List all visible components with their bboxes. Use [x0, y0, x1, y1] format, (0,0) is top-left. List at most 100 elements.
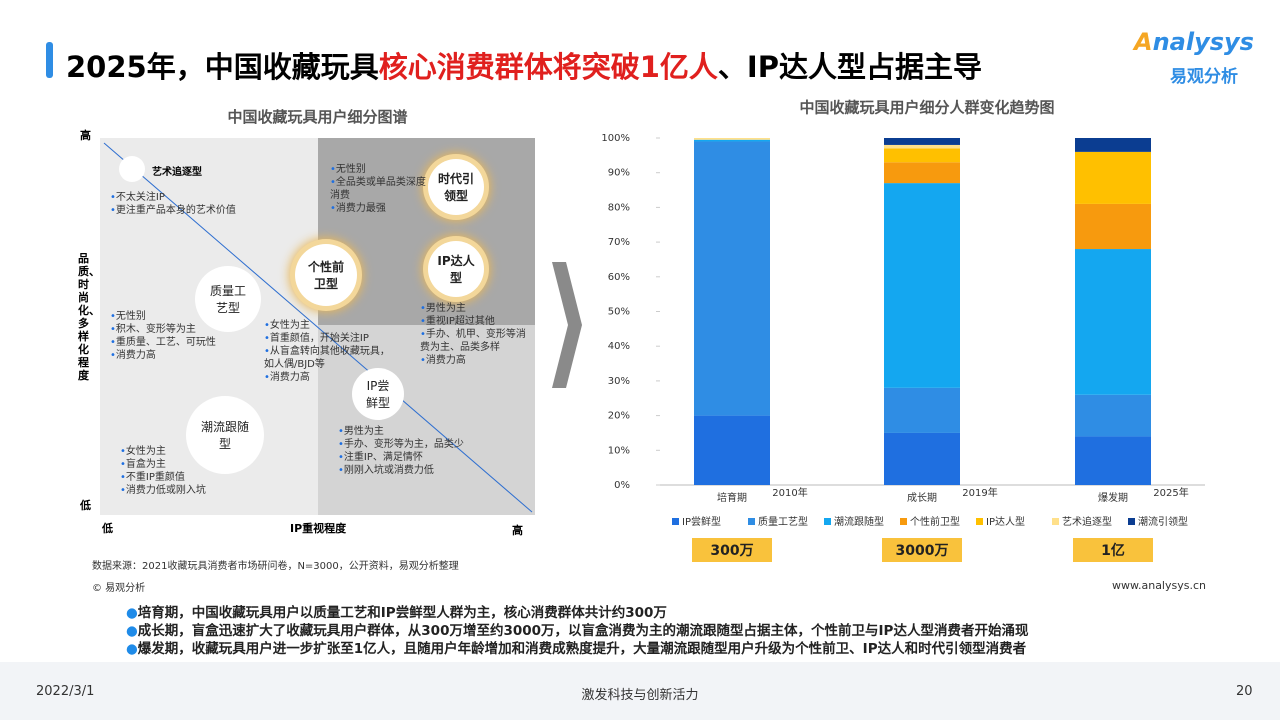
segment-point: 不太关注IP [110, 191, 270, 204]
year-label: 2019年 [962, 486, 997, 499]
year-label: 2025年 [1153, 486, 1188, 499]
y-tick-label: 0% [614, 480, 630, 491]
logo-cn: 易观分析 [1170, 67, 1238, 87]
segment-point: 消费力高 [264, 371, 394, 384]
legend-label: IP达人型 [986, 515, 1025, 528]
bar-segment [1075, 249, 1151, 395]
bar-segment [1075, 151, 1151, 204]
segment-point: 积木、变形等为主 [110, 323, 220, 336]
legend-swatch [1052, 518, 1059, 525]
segment-name: 个性前卫型 [295, 244, 357, 306]
segment-point: 无性别 [330, 163, 430, 176]
total-box [1073, 538, 1153, 562]
legend-label: 个性前卫型 [910, 515, 960, 528]
source: 数据来源：2021收藏玩具消费者市场研问卷，N=3000，公开资料，易观分析整理 [92, 561, 459, 572]
segment-points: 不太关注IP更注重产品本身的艺术价值 [110, 191, 270, 217]
date: 2022/3/1 [36, 684, 95, 699]
segment-point: 消费力低或刚入坑 [120, 484, 260, 497]
segment-point: 手办、变形等为主，品类少 [338, 438, 508, 451]
segment-point: 注重IP、满足情怀 [338, 451, 508, 464]
bar-segment [1075, 394, 1151, 437]
segment-point: 无性别 [110, 310, 220, 323]
segment-point: 首重颜值，开始关注IP [264, 332, 394, 345]
bar-segment [884, 387, 960, 433]
bar-segment [884, 183, 960, 388]
legend-label: 潮流引领型 [1138, 515, 1188, 528]
y-tick-label: 100% [601, 133, 630, 144]
legend-label: IP尝鲜型 [682, 515, 721, 528]
title-bar [46, 42, 53, 78]
segment-points: 无性别积木、变形等为主重质量、工艺、可玩性消费力高 [110, 310, 220, 362]
axis-label: 高 [80, 129, 91, 142]
segment-points: 女性为主首重颜值，开始关注IP从盲盒转向其他收藏玩具，如人偶/BJD等消费力高 [264, 319, 394, 384]
arrow [552, 262, 582, 388]
segment-points: 男性为主重视IP超过其他手办、机甲、变形等消费为主、品类多样消费力高 [420, 302, 532, 367]
logo: Analysys [1134, 28, 1254, 56]
segment-point: 男性为主 [420, 302, 532, 315]
y-tick-label: 60% [608, 272, 630, 283]
axis-label: 高 [512, 524, 523, 537]
total-label: 3000万 [896, 543, 949, 559]
bar-segment [884, 432, 960, 485]
bar-segment [1075, 436, 1151, 485]
segment-point: 消费力最强 [330, 202, 430, 215]
bar-segment [884, 148, 960, 163]
segment-point: 重质量、工艺、可玩性 [110, 336, 220, 349]
segment-points: 女性为主盲盒为主不重IP重颜值消费力低或刚入坑 [120, 445, 260, 497]
segment-name: IP达人型 [428, 241, 484, 297]
x-tick-label: 成长期 [907, 492, 937, 504]
segment-dot [119, 156, 145, 182]
segment-point: 消费力高 [420, 354, 532, 367]
title-part: 、IP达人型占据主导 [717, 50, 982, 84]
y-tick-label: 70% [608, 237, 630, 248]
legend-label: 质量工艺型 [758, 515, 808, 528]
total-label: 1亿 [1101, 542, 1125, 559]
legend-label: 艺术追逐型 [1062, 515, 1112, 528]
title-part: 2025年，中国收藏玩具 [66, 50, 379, 84]
map-title: 中国收藏玩具用户细分图谱 [227, 108, 408, 126]
segment-name: 艺术追逐型 [152, 167, 202, 178]
bar-segment [884, 144, 960, 149]
note: 培育期，中国收藏玩具用户以质量工艺和IP尝鲜型人群为主，核心消费群体共计约300… [138, 601, 667, 621]
segment-point: 重视IP超过其他 [420, 315, 532, 328]
total-label: 300万 [710, 543, 753, 559]
site: www.analysys.cn [1112, 579, 1206, 592]
total-box [692, 538, 772, 562]
slogan: 激发科技与创新活力 [581, 688, 699, 703]
legend-swatch [1128, 518, 1135, 525]
segment-point: 手办、机甲、变形等消费为主、品类多样 [420, 328, 532, 354]
segment-point: 不重IP重颜值 [120, 471, 260, 484]
bar-segment [694, 415, 770, 485]
y-tick-label: 50% [608, 307, 630, 318]
bar-segment [884, 138, 960, 145]
axis-title: 品质、时尚化、多样化程度 [78, 252, 100, 382]
axis-label: 低 [80, 499, 91, 512]
segment-point: 男性为主 [338, 425, 508, 438]
y-tick-label: 90% [608, 168, 630, 179]
legend-swatch [672, 518, 679, 525]
segment-point: 全品类或单品类深度消费 [330, 176, 430, 202]
arrow-shape [552, 262, 582, 388]
segment-point: 从盲盒转向其他收藏玩具，如人偶/BJD等 [264, 345, 394, 371]
axis-label: 低 [102, 522, 113, 535]
bar-segment [884, 162, 960, 184]
bar-segment [694, 139, 770, 142]
segment-points: 男性为主手办、变形等为主，品类少注重IP、满足情怀刚刚入坑或消费力低 [338, 425, 508, 477]
y-tick-label: 20% [608, 411, 630, 422]
bar-segment [1075, 203, 1151, 250]
note: 成长期，盲盒迅速扩大了收藏玩具用户群体，从300万增至约3000万，以盲盒消费为… [138, 619, 1029, 639]
segment-point: 盲盒为主 [120, 458, 260, 471]
total-box [882, 538, 962, 562]
legend-label: 潮流跟随型 [834, 515, 884, 528]
logo-text: nalysys [1152, 28, 1254, 56]
y-tick-label: 10% [608, 445, 630, 456]
x-tick-label: 培育期 [717, 491, 747, 504]
segment-point: 消费力高 [110, 349, 220, 362]
legend-swatch [748, 518, 755, 525]
copyright: © 易观分析 [92, 583, 146, 594]
year-label: 2010年 [772, 486, 807, 499]
bar-segment [694, 138, 770, 140]
legend-swatch [900, 518, 907, 525]
segment-points: 无性别全品类或单品类深度消费消费力最强 [330, 163, 430, 215]
